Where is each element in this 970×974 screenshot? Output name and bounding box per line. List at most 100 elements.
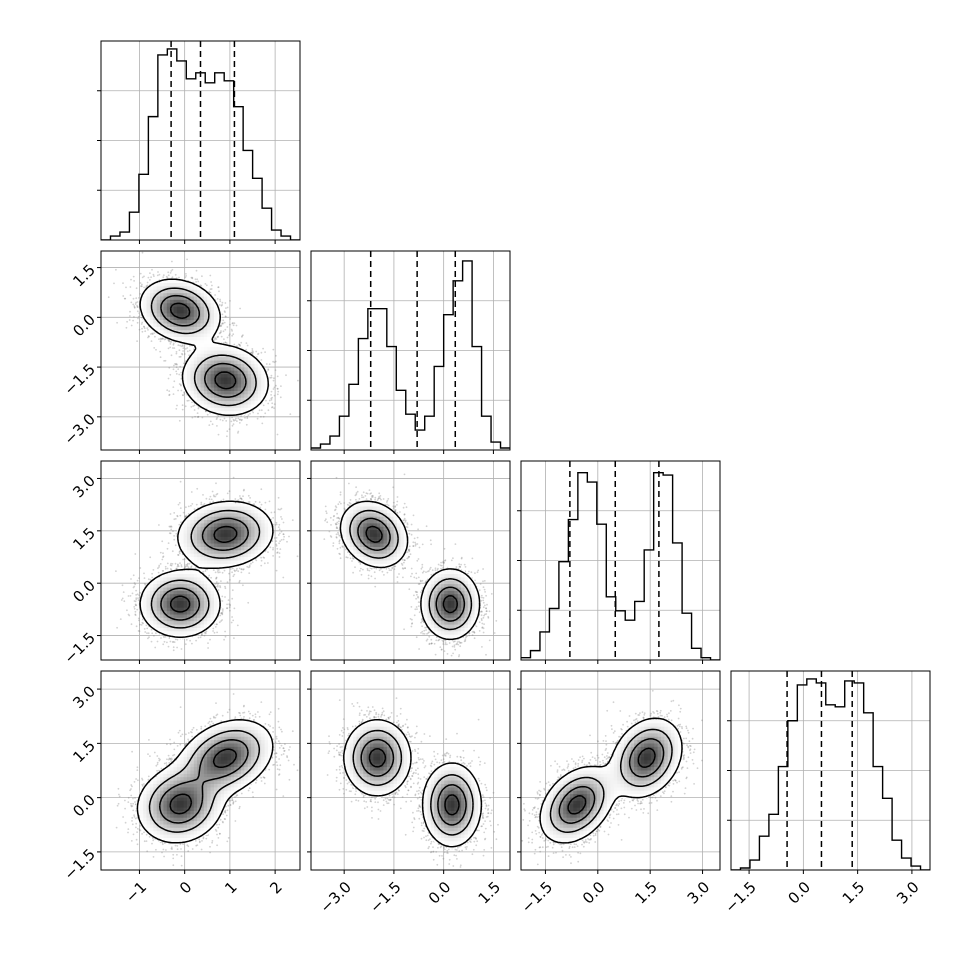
sample-point xyxy=(162,338,164,340)
sample-point xyxy=(251,348,253,350)
sample-point xyxy=(170,272,172,274)
sample-point xyxy=(208,424,210,426)
sample-point xyxy=(236,420,238,422)
sample-point xyxy=(151,340,153,342)
sample-point xyxy=(218,290,220,292)
sample-point xyxy=(167,271,169,273)
sample-point xyxy=(192,417,194,419)
sample-point xyxy=(195,278,197,280)
hist-bars-1 xyxy=(311,261,510,448)
sample-point xyxy=(267,403,269,405)
sample-point xyxy=(171,354,173,356)
sample-point xyxy=(246,424,248,426)
sample-point xyxy=(196,270,198,272)
sample-point xyxy=(222,319,224,321)
sample-point xyxy=(269,377,271,379)
sample-point xyxy=(133,276,135,278)
sample-point xyxy=(122,282,124,284)
sample-point xyxy=(137,318,139,320)
sample-point xyxy=(219,300,221,302)
sample-point xyxy=(228,335,230,337)
sample-point xyxy=(179,383,181,385)
sample-point xyxy=(229,324,231,326)
sample-point xyxy=(265,400,267,402)
sample-point xyxy=(160,338,162,340)
sample-point xyxy=(136,305,138,307)
sample-point xyxy=(221,336,223,338)
sample-point xyxy=(273,377,275,379)
sample-point xyxy=(175,408,177,410)
sample-point xyxy=(186,259,188,261)
sample-point xyxy=(272,349,274,351)
sample-point xyxy=(241,420,243,422)
hist-bars-3 xyxy=(731,679,930,870)
sample-point xyxy=(226,342,228,344)
sample-point xyxy=(184,353,186,355)
sample-point xyxy=(216,417,218,419)
sample-point xyxy=(138,297,140,299)
sample-point xyxy=(210,281,212,283)
sample-point xyxy=(190,406,192,408)
sample-point xyxy=(129,311,131,313)
sample-point xyxy=(130,302,132,304)
sample-point xyxy=(168,274,170,276)
sample-point xyxy=(130,279,132,281)
sample-point xyxy=(239,308,241,310)
sample-point xyxy=(219,333,221,335)
sample-point xyxy=(179,366,181,368)
sample-point xyxy=(280,385,282,387)
sample-point xyxy=(143,287,145,289)
sample-point xyxy=(185,348,187,350)
sample-point xyxy=(176,363,178,365)
sample-point xyxy=(163,274,165,276)
sample-point xyxy=(246,342,248,344)
sample-point xyxy=(231,330,233,332)
sample-point xyxy=(264,412,266,414)
sample-point xyxy=(141,285,143,287)
sample-point xyxy=(289,413,291,415)
sample-point xyxy=(216,336,218,338)
sample-point xyxy=(231,421,233,423)
sample-point xyxy=(268,409,270,411)
sample-point xyxy=(275,355,277,357)
sample-point xyxy=(180,356,182,358)
sample-point xyxy=(266,363,268,365)
sample-point xyxy=(227,307,229,309)
sample-point xyxy=(168,390,170,392)
sample-point xyxy=(207,414,209,416)
sample-point xyxy=(135,303,137,305)
sample-point xyxy=(172,276,174,278)
sample-point xyxy=(147,329,149,331)
sample-point xyxy=(273,388,275,390)
sample-point xyxy=(225,302,227,304)
sample-point xyxy=(277,434,279,436)
sample-point xyxy=(151,269,153,271)
sample-point xyxy=(180,385,182,387)
sample-point xyxy=(137,322,139,324)
sample-point xyxy=(249,413,251,415)
sample-point xyxy=(173,343,175,345)
sample-point xyxy=(231,417,233,419)
sample-point xyxy=(179,420,181,422)
sample-point xyxy=(136,287,138,289)
density-cell xyxy=(150,290,154,294)
sample-point xyxy=(130,294,132,296)
sample-point xyxy=(122,295,124,297)
sample-point xyxy=(270,394,272,396)
sample-point xyxy=(171,261,173,263)
sample-point xyxy=(187,350,189,352)
sample-point xyxy=(218,434,220,436)
sample-point xyxy=(175,371,177,373)
sample-point xyxy=(239,422,241,424)
sample-point xyxy=(285,374,287,376)
sample-point xyxy=(225,307,227,309)
sample-point xyxy=(212,423,214,425)
sample-point xyxy=(277,388,279,390)
sample-point xyxy=(175,274,177,276)
sample-point xyxy=(219,299,221,301)
sample-point xyxy=(182,404,184,406)
sample-point xyxy=(126,321,128,323)
sample-point xyxy=(178,374,180,376)
sample-point xyxy=(240,415,242,417)
sample-point xyxy=(245,349,247,351)
